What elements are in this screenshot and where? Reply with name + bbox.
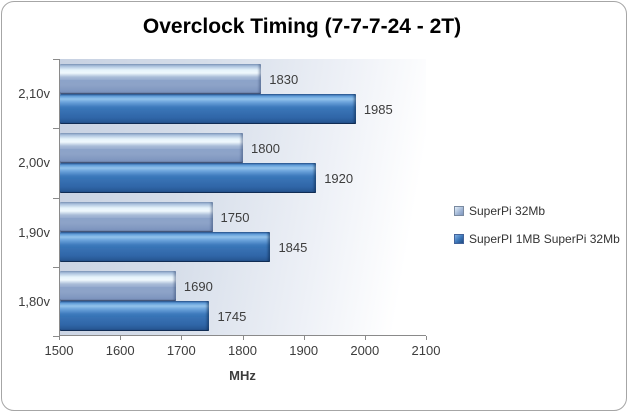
bar-light: [60, 202, 213, 232]
plot-area: 1830 1985 1800 1920 1750 1845 1690 1745: [59, 59, 426, 336]
x-tick-mark: [181, 336, 183, 340]
x-tick-label: 1600: [105, 343, 135, 358]
chart-title: Overclock Timing (7-7-7-24 - 2T): [142, 15, 462, 38]
bar-light: [60, 271, 176, 301]
x-tick-label: 1900: [289, 343, 319, 358]
bar-value-label: 1985: [363, 101, 393, 117]
bar-group: 1830 1985: [60, 59, 426, 128]
legend-label: SuperPI 1MB SuperPi 32Mb: [469, 231, 620, 246]
bar-value-label: 1920: [324, 170, 354, 186]
category-label: 2,10v: [18, 86, 50, 102]
x-tick-label: 2100: [411, 343, 441, 358]
bar-row: 1830: [60, 64, 426, 94]
bar-group: 1690 1745: [60, 266, 426, 335]
bar-value-label: 1800: [251, 140, 280, 156]
legend: SuperPi 32Mb SuperPI 1MB SuperPi 32Mb: [454, 203, 620, 259]
bar-row: 1750: [60, 202, 426, 232]
y-tick-mark: [53, 197, 59, 199]
y-axis-tick-marks: [53, 59, 59, 337]
legend-item: SuperPi 32Mb: [454, 203, 620, 218]
x-tick-label: 1500: [44, 343, 74, 358]
x-axis-tick-labels: 1500 1600 1700 1800 1900 2000 2100: [45, 343, 441, 359]
bar-row: 1985: [60, 94, 426, 124]
y-axis-category-labels: 2,10v 2,00v 1,90v 1,80v: [6, 59, 50, 336]
category-label: 1,90v: [18, 224, 50, 240]
x-tick-mark: [426, 336, 427, 340]
category-label: 1,80v: [18, 293, 50, 309]
bar-dark: [60, 94, 356, 124]
y-tick-mark: [53, 266, 59, 268]
bar-row: 1920: [60, 163, 426, 193]
bar-value-label: 1690: [183, 278, 213, 294]
x-tick-mark: [364, 336, 366, 340]
legend-swatch-icon: [454, 233, 464, 244]
x-tick-label: 2000: [350, 343, 380, 358]
bar-row: 1800: [60, 133, 426, 163]
legend-label: SuperPi 32Mb: [469, 203, 546, 218]
x-axis-tick-marks: [59, 336, 427, 341]
y-tick-mark: [53, 59, 59, 60]
bar-value-label: 1845: [278, 239, 308, 255]
bar-dark: [60, 232, 271, 262]
bar-group: 1800 1920: [60, 128, 426, 197]
legend-swatch-icon: [454, 205, 464, 216]
legend-item: SuperPI 1MB SuperPi 32Mb: [454, 231, 620, 246]
bar-light: [60, 133, 243, 163]
bar-group: 1750 1845: [60, 197, 426, 266]
bar-dark: [60, 163, 317, 193]
y-tick-mark: [53, 128, 59, 130]
bar-groups: 1830 1985 1800 1920 1750 1845 1690 1745: [60, 59, 426, 335]
bar-value-label: 1750: [220, 209, 250, 225]
x-tick-mark: [242, 336, 244, 340]
bar-row: 1745: [60, 301, 426, 331]
bar-row: 1845: [60, 232, 426, 262]
x-tick-mark: [303, 336, 305, 340]
x-tick-mark: [120, 336, 122, 340]
bar-row: 1690: [60, 271, 426, 301]
bar-dark: [60, 301, 210, 331]
bar-value-label: 1830: [269, 71, 299, 87]
x-tick-label: 1800: [228, 343, 257, 358]
x-tick-mark: [59, 336, 60, 340]
bar-value-label: 1745: [217, 308, 247, 324]
category-label: 2,00v: [18, 155, 50, 171]
bar-light: [60, 64, 262, 94]
x-tick-label: 1700: [166, 343, 196, 358]
y-tick-mark: [53, 336, 59, 337]
x-axis-title: MHz: [229, 368, 256, 383]
